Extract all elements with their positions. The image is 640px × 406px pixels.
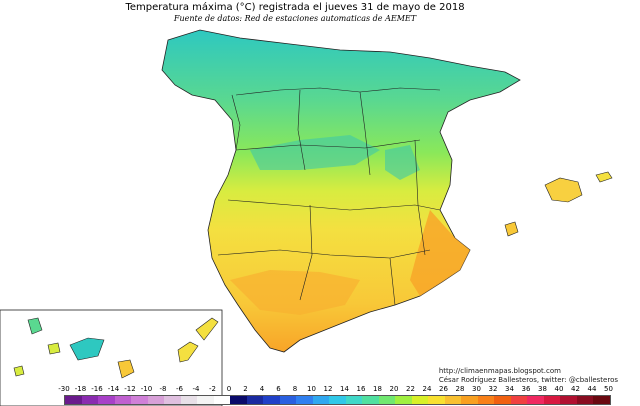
legend-swatch: [362, 396, 379, 404]
credits: http://climaenmapas.blogspot.com César R…: [439, 367, 618, 385]
legend-label: -2: [209, 385, 216, 393]
legend-label: -10: [140, 385, 153, 393]
legend-label: -8: [159, 385, 167, 393]
legend-label: 8: [292, 385, 298, 393]
legend-label: 34: [505, 385, 514, 393]
legend-label: 14: [340, 385, 349, 393]
legend-swatch: [411, 396, 428, 404]
legend-swatch: [147, 396, 164, 404]
legend-label: 16: [356, 385, 366, 393]
legend-swatch: [345, 396, 362, 404]
legend-swatch: [213, 396, 230, 404]
guadalquivir-warm-area: [230, 270, 360, 315]
map-subtitle: Fuente de datos: Red de estaciones autom…: [173, 14, 417, 23]
legend-label: -12: [124, 385, 136, 393]
legend-swatch: [98, 396, 115, 404]
legend-label: -16: [91, 385, 103, 393]
legend-label: 0: [226, 385, 232, 393]
legend-swatch: [164, 396, 181, 404]
central-cool-area: [250, 135, 380, 170]
legend-swatch: [395, 396, 412, 404]
legend-swatch: [81, 396, 98, 404]
legend-swatch: [560, 396, 577, 404]
legend-label: -6: [176, 385, 183, 393]
legend-label: 50: [604, 385, 613, 393]
credits-url[interactable]: http://climaenmapas.blogspot.com: [438, 367, 561, 375]
legend-swatch: [263, 396, 280, 404]
legend-label: -30: [58, 385, 70, 393]
legend-label: 44: [587, 385, 597, 393]
legend-swatch: [180, 396, 197, 404]
legend-label: 38: [538, 385, 547, 393]
legend-swatch: [461, 396, 478, 404]
legend-label: 12: [323, 385, 333, 393]
legend-swatch: [543, 396, 560, 404]
canary-islands: [13, 317, 219, 379]
legend-swatch: [114, 396, 131, 404]
legend-swatch: [444, 396, 461, 404]
legend-swatch: [477, 396, 494, 404]
mallorca: [544, 177, 583, 203]
legend-label: 22: [406, 385, 415, 393]
legend-swatch: [576, 396, 593, 404]
southeast-warm-area: [410, 210, 470, 296]
legend-label: 10: [307, 385, 316, 393]
canary-inset-frame: [0, 309, 223, 406]
legend-label: 30: [472, 385, 481, 393]
legend-swatch: [296, 396, 313, 404]
menorca: [595, 171, 613, 183]
legend-label: 4: [259, 385, 265, 393]
legend-swatch: [494, 396, 511, 404]
legend-swatch: [197, 396, 214, 404]
legend-labels: -30 -18 -16 -14 -12 -10 -8 -6 -4 -2 0 2 4 6 8 10 12 14 16 1…: [58, 385, 628, 395]
legend-swatch: [329, 396, 346, 404]
color-legend: -30 -18 -16 -14 -12 -10 -8 -6 -4 -2 0 2 4 6 8 10 12 14 16 1…: [58, 385, 628, 405]
legend-label: 42: [571, 385, 580, 393]
legend-label: 26: [439, 385, 448, 393]
legend-label: 28: [455, 385, 465, 393]
legend-swatch: [428, 396, 445, 404]
legend-swatches: [64, 395, 611, 405]
credits-author: César Rodríguez Ballesteros, twitter: @c…: [438, 376, 618, 384]
region-borders: [217, 87, 441, 306]
legend-swatch: [593, 396, 610, 404]
legend-label: 40: [554, 385, 564, 393]
legend-label: -14: [107, 385, 120, 393]
legend-label: 24: [422, 385, 432, 393]
legend-swatch: [246, 396, 263, 404]
legend-swatch: [378, 396, 395, 404]
legend-swatch: [510, 396, 527, 404]
legend-label: 18: [373, 385, 382, 393]
legend-swatch: [230, 396, 247, 404]
legend-label: -18: [74, 385, 87, 393]
ibiza: [504, 221, 519, 237]
legend-label: 20: [389, 385, 399, 393]
legend-label: 2: [243, 385, 248, 393]
legend-swatch: [527, 396, 544, 404]
legend-swatch: [279, 396, 296, 404]
iberian-system-cool-area: [385, 145, 420, 180]
legend-label: 6: [276, 385, 281, 393]
legend-label: -4: [192, 385, 200, 393]
map-title: Temperatura máxima (°C) registrada el ju…: [125, 2, 465, 13]
legend-swatch: [131, 396, 148, 404]
legend-label: 32: [488, 385, 498, 393]
legend-label: 36: [521, 385, 531, 393]
legend-swatch: [312, 396, 329, 404]
legend-swatch: [65, 396, 82, 404]
